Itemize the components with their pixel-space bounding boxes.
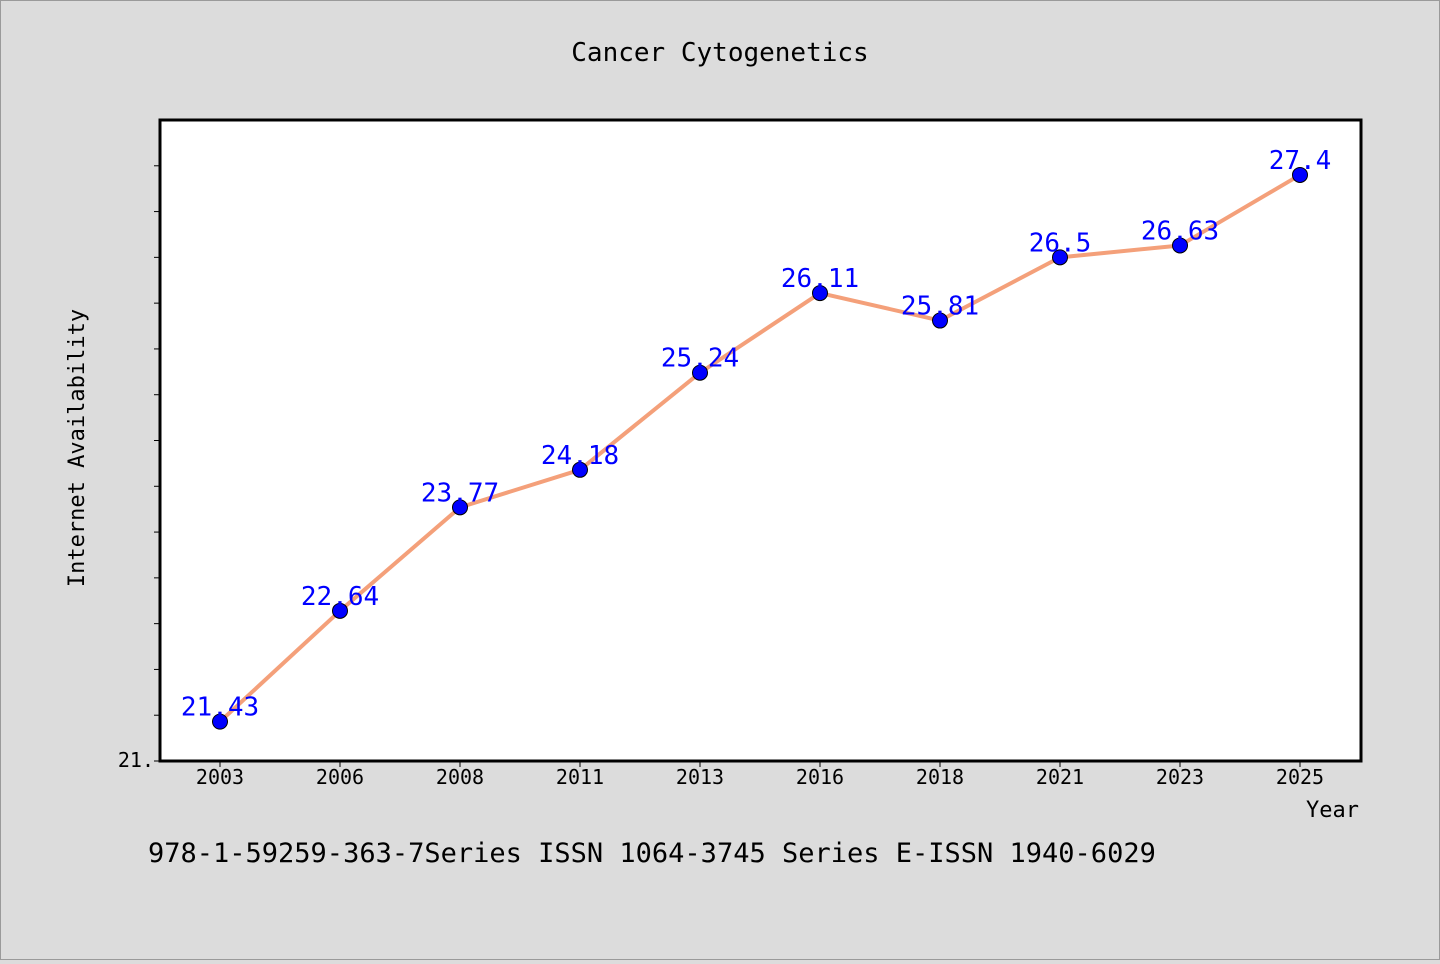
x-tick-label: 2006 xyxy=(316,765,364,789)
data-point-marker xyxy=(1292,166,1308,183)
x-axis-ticks: 2003 2006 2008 2011 2013 2016 2018 2021 2023 2025 xyxy=(196,761,1324,789)
data-value-label: 25.81 xyxy=(901,292,979,322)
data-point-marker xyxy=(812,285,828,302)
data-point-marker xyxy=(1052,249,1068,266)
data-point-marker xyxy=(212,713,228,730)
data-value-label: 26.11 xyxy=(781,264,859,294)
data-point-marker xyxy=(1172,237,1188,254)
y-axis-title: Internet Availability xyxy=(65,309,90,587)
x-tick-label: 2016 xyxy=(796,765,844,789)
footer-isbn-text: 978-1-59259-363-7Series ISSN 1064-3745 S… xyxy=(148,838,1156,869)
data-value-label: 23.77 xyxy=(421,478,499,508)
x-tick-label: 2023 xyxy=(1156,765,1204,789)
data-value-label: 27.4 xyxy=(1269,146,1332,176)
data-value-label: 26.63 xyxy=(1141,216,1219,246)
data-value-label: 21.43 xyxy=(181,693,259,723)
x-tick-label: 2021 xyxy=(1036,765,1084,789)
plot-area xyxy=(158,118,1363,763)
data-point-marker xyxy=(332,602,348,619)
data-point-marker xyxy=(692,364,708,381)
data-value-label: 26.5 xyxy=(1029,228,1092,258)
y-tick-label: 21. xyxy=(118,748,154,772)
series-layer: 21.43 22.64 23.77 24.18 25.24 26.11 25.81 26.5 2… xyxy=(181,146,1332,730)
x-tick-label: 2008 xyxy=(436,765,484,789)
data-point-marker xyxy=(452,499,468,516)
x-tick-label: 2013 xyxy=(676,765,724,789)
data-point-marker xyxy=(572,461,588,478)
data-value-label: 24.18 xyxy=(541,441,619,471)
y-axis-ticks xyxy=(154,165,160,762)
x-tick-label: 2011 xyxy=(556,765,604,789)
series-line xyxy=(218,173,1302,724)
data-value-label: 25.24 xyxy=(661,344,739,374)
x-tick-label: 2003 xyxy=(196,765,244,789)
x-axis-title: Year xyxy=(1306,798,1359,823)
data-value-label: 22.64 xyxy=(301,582,379,612)
x-tick-label: 2018 xyxy=(916,765,964,789)
x-tick-label: 2025 xyxy=(1276,765,1324,789)
data-point-marker xyxy=(932,312,948,329)
chart-title: Cancer Cytogenetics xyxy=(571,38,868,68)
